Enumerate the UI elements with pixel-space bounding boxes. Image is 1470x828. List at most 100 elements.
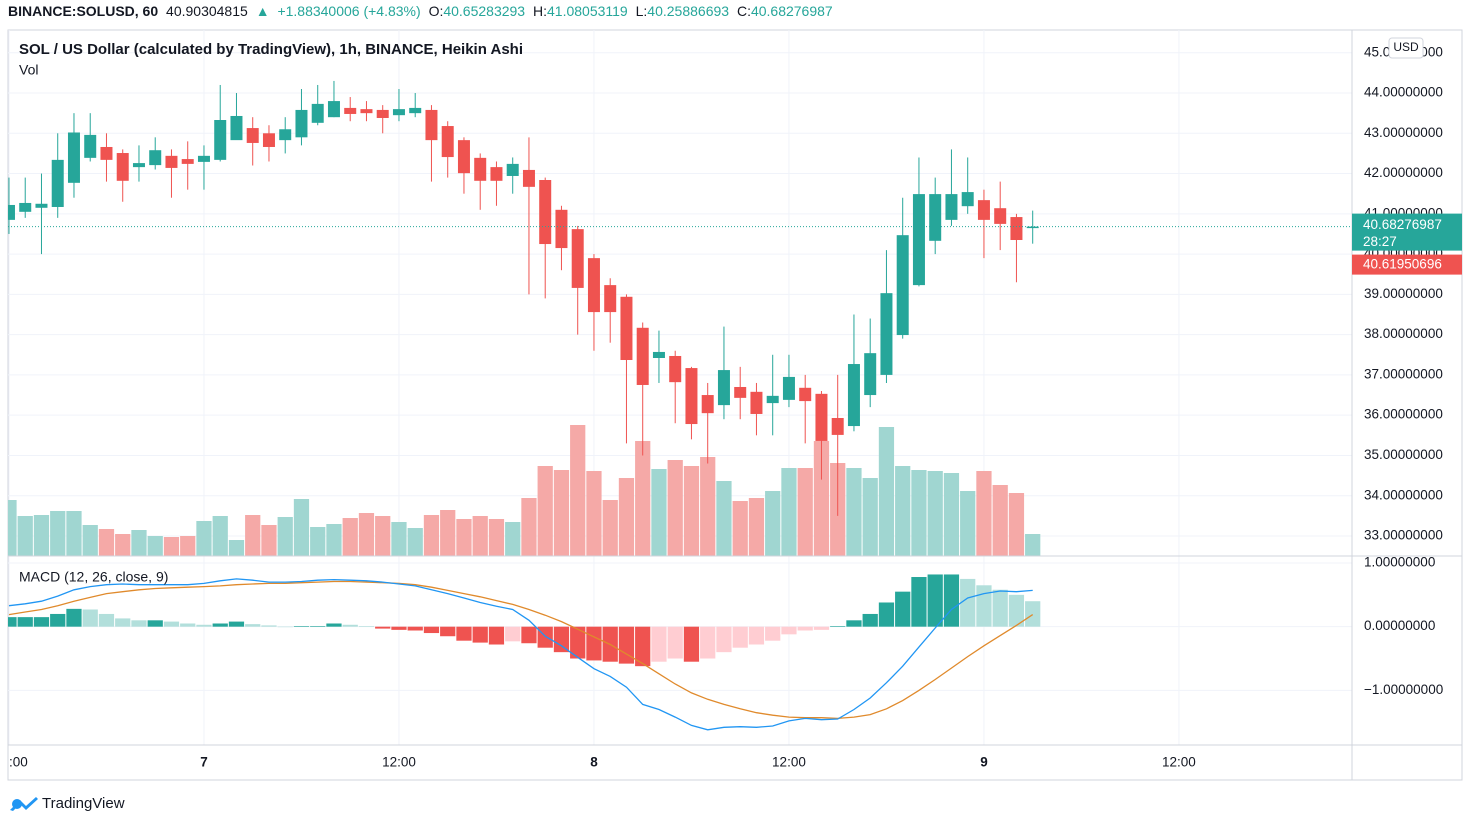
volume-title: Vol	[19, 62, 38, 78]
ohlc-value: 40.65283293	[443, 3, 526, 19]
symbol: BINANCE:SOLUSD, 60	[8, 3, 159, 19]
volume-bar	[992, 485, 1008, 556]
candle-body	[685, 368, 698, 425]
x-tick-label: 12:00	[382, 755, 416, 770]
y-tick-label: 44.00000000	[1364, 85, 1443, 100]
histogram-bar	[505, 626, 521, 642]
volume-bar	[228, 540, 245, 556]
histogram-bar	[813, 626, 830, 630]
histogram-bar	[748, 626, 765, 645]
volume-bar	[277, 517, 293, 556]
candle-body	[279, 129, 292, 141]
histogram-bar	[407, 626, 423, 631]
currency[interactable]: USD	[1393, 40, 1419, 54]
currency-badge[interactable]	[1388, 37, 1424, 59]
macd-pane	[8, 574, 1041, 731]
volume-bar	[488, 519, 505, 556]
histogram-bar	[472, 626, 488, 643]
volume-bar	[245, 515, 261, 556]
histogram-bar	[862, 613, 878, 627]
candle-body	[880, 293, 893, 375]
candle-body	[652, 351, 665, 358]
volume-bar	[618, 478, 635, 556]
histogram-bar	[765, 626, 781, 641]
volume-bar	[846, 468, 862, 556]
candle-body	[766, 395, 779, 404]
histogram-bar	[700, 626, 716, 659]
histogram-bar	[212, 623, 228, 627]
candle-body	[51, 159, 64, 207]
candle-body	[376, 109, 389, 118]
histogram-bar	[163, 621, 180, 627]
candle-body	[457, 140, 470, 174]
y-tick-label: 43.00000000	[1364, 125, 1443, 140]
histogram-bar	[196, 624, 212, 627]
candle-body	[701, 395, 714, 414]
volume-bar	[423, 515, 440, 556]
chart-title: SOL / US Dollar (calculated by TradingVi…	[19, 41, 523, 58]
candle-body	[230, 115, 243, 141]
candle-body	[571, 229, 584, 288]
candle-body	[344, 107, 357, 114]
y-tick-label: 39.00000000	[1364, 286, 1443, 301]
histogram-bar	[131, 620, 147, 627]
volume-bar	[261, 525, 277, 556]
y-tick-label: 37.00000000	[1364, 366, 1443, 381]
candle-body	[799, 387, 812, 402]
candle-body	[1010, 217, 1023, 241]
macd-title: MACD (12, 26, close, 9)	[19, 569, 168, 585]
candle-body	[165, 155, 178, 168]
candle-body	[539, 180, 552, 245]
y-tick-label: 36.00000000	[1364, 407, 1443, 422]
volume-bar	[683, 466, 700, 556]
candle-body	[8, 204, 15, 220]
brand: TradingView	[42, 795, 125, 812]
candle-body	[116, 153, 129, 181]
histogram-bar	[375, 626, 391, 629]
histogram-bar	[488, 626, 505, 645]
candle-body	[636, 327, 649, 385]
volume-bar	[66, 511, 82, 556]
candle-body	[19, 202, 32, 212]
volume-bar	[895, 466, 911, 556]
histogram-bar	[17, 617, 33, 627]
y-tick-label: 33.00000000	[1364, 528, 1443, 543]
histogram-bar	[537, 626, 553, 648]
volume-bar	[326, 524, 342, 556]
ohlc-value: 40.25886693	[647, 3, 730, 19]
volume-bar	[98, 529, 115, 556]
histogram-bar	[797, 626, 813, 631]
volume-bar	[878, 427, 895, 556]
histogram-bar	[878, 602, 895, 627]
candle-body	[620, 296, 633, 361]
candle-body	[197, 155, 210, 162]
candle-body	[132, 163, 145, 168]
candle-body	[555, 209, 568, 249]
volume-bar	[765, 491, 781, 556]
histogram-bar	[310, 626, 326, 627]
volume-bar	[180, 536, 196, 556]
histogram-bar	[180, 623, 196, 627]
candle-body	[490, 167, 503, 181]
candle-body	[100, 146, 113, 160]
volume-bar	[732, 501, 748, 556]
volume-bar	[147, 536, 163, 556]
volume-bar	[310, 527, 326, 556]
x-tick-label: 12:00	[772, 755, 806, 770]
volume-bar	[570, 425, 586, 556]
candle-body	[327, 101, 340, 118]
histogram-bar	[683, 626, 700, 662]
last-price-badge	[1352, 213, 1462, 251]
candle-body	[896, 235, 909, 336]
volume-bar	[781, 468, 797, 556]
candle-body	[149, 150, 162, 166]
histogram-bar	[635, 626, 651, 667]
histogram-bar	[98, 613, 115, 627]
signal-line	[8, 580, 1034, 720]
macd-line	[8, 578, 1033, 731]
candle-body	[262, 133, 275, 147]
histogram-bar	[570, 626, 586, 659]
price-pane	[8, 80, 1352, 556]
candle-body	[717, 370, 730, 406]
volume-bar	[375, 516, 391, 556]
